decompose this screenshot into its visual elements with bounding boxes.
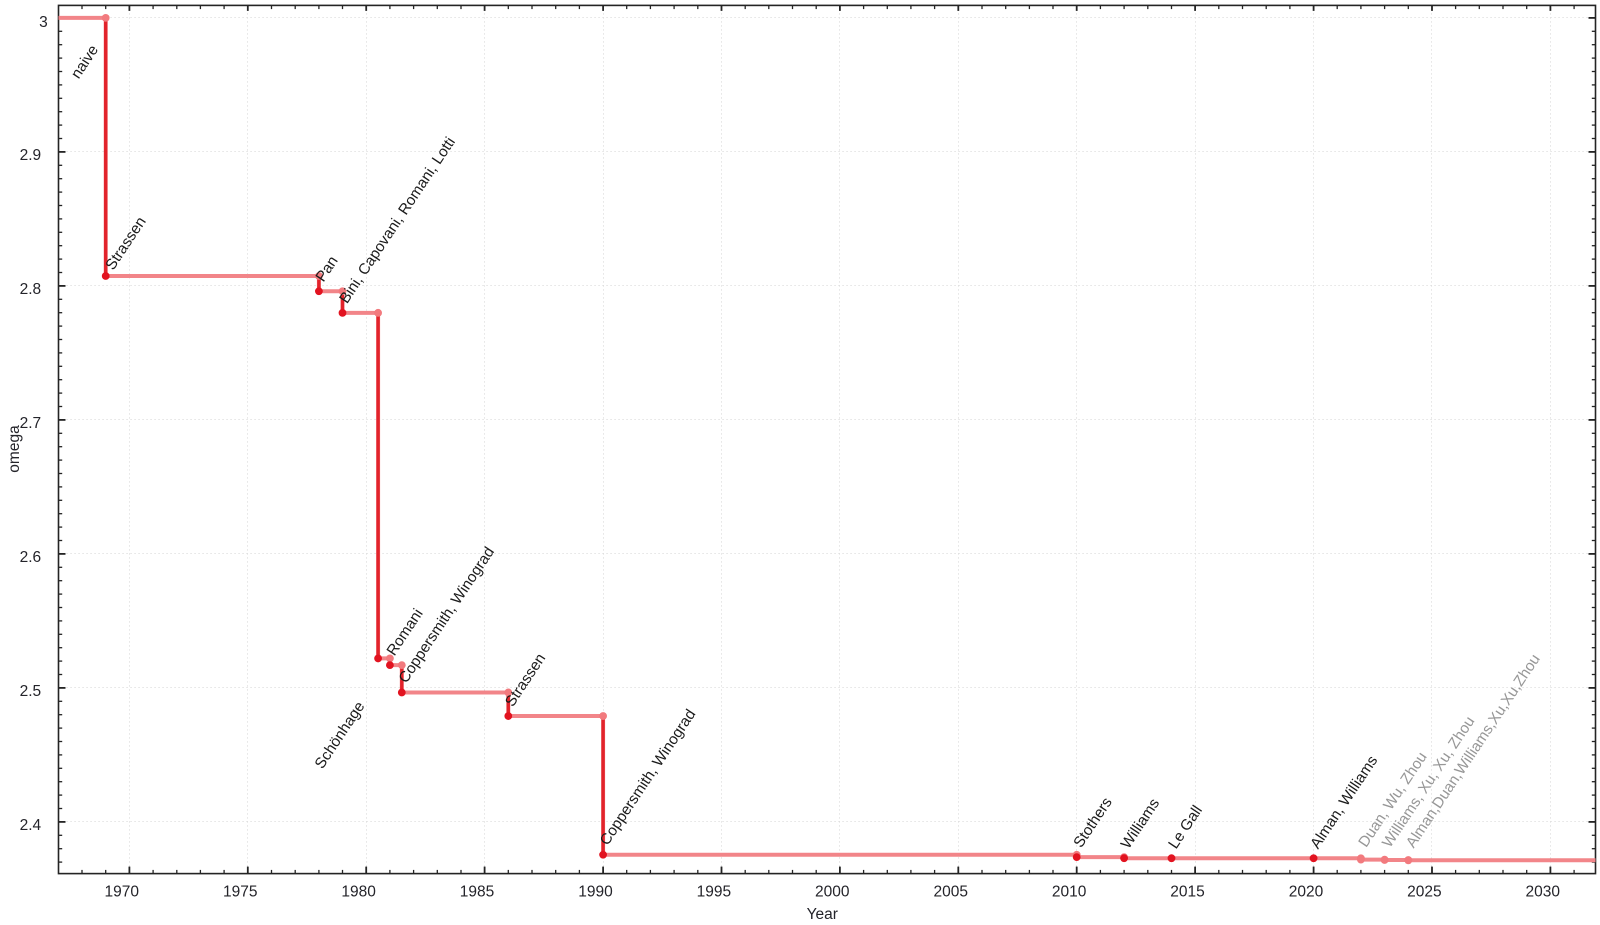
- svg-text:2010: 2010: [1052, 883, 1087, 900]
- svg-text:2.7: 2.7: [20, 415, 42, 432]
- svg-text:2.8: 2.8: [20, 281, 42, 298]
- svg-text:2020: 2020: [1289, 883, 1324, 900]
- svg-text:2.6: 2.6: [20, 549, 42, 566]
- svg-text:2015: 2015: [1170, 883, 1204, 900]
- svg-text:1980: 1980: [341, 883, 376, 900]
- svg-text:2.4: 2.4: [20, 817, 42, 834]
- svg-text:1985: 1985: [460, 883, 494, 900]
- svg-text:2000: 2000: [815, 883, 850, 900]
- svg-text:1975: 1975: [223, 883, 257, 900]
- svg-text:2.5: 2.5: [20, 683, 42, 700]
- svg-text:2005: 2005: [933, 883, 967, 900]
- svg-text:3: 3: [39, 14, 48, 31]
- svg-text:2030: 2030: [1526, 883, 1561, 900]
- svg-text:2025: 2025: [1407, 883, 1441, 900]
- svg-text:Year: Year: [807, 906, 838, 920]
- svg-text:1970: 1970: [105, 883, 140, 900]
- svg-text:2.9: 2.9: [20, 147, 42, 164]
- svg-text:1990: 1990: [578, 883, 613, 900]
- svg-text:omega: omega: [6, 425, 23, 473]
- svg-text:1995: 1995: [697, 883, 731, 900]
